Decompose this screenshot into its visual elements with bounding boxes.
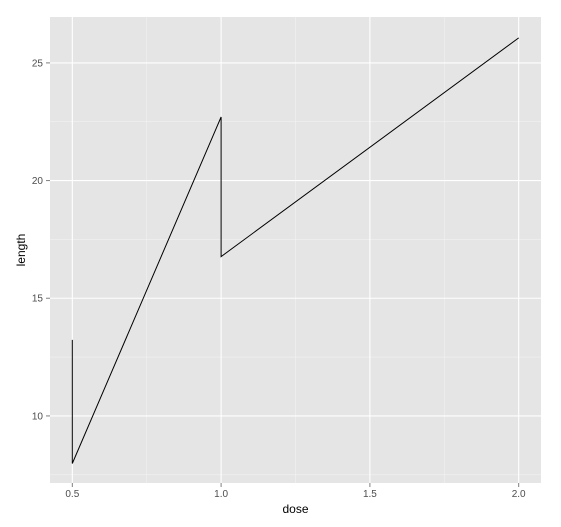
y-tick-label: 20 <box>32 176 44 187</box>
x-axis-title: dose <box>282 502 308 516</box>
x-tick-label: 1.0 <box>214 489 228 500</box>
x-tick-label: 2.0 <box>512 489 526 500</box>
x-tick-label: 1.5 <box>363 489 377 500</box>
y-tick-label: 15 <box>32 294 44 305</box>
y-tick-label: 10 <box>32 411 44 422</box>
minor-grid <box>50 17 541 483</box>
series-line <box>71 37 519 464</box>
y-axis-title: length <box>14 234 28 267</box>
x-axis: 0.5 1.0 1.5 2.0 <box>65 483 526 500</box>
major-grid <box>50 17 541 483</box>
series-layer <box>71 37 519 464</box>
y-axis: 10 15 20 25 <box>32 58 50 422</box>
x-tick-label: 0.5 <box>65 489 79 500</box>
y-tick-label: 25 <box>32 58 44 69</box>
